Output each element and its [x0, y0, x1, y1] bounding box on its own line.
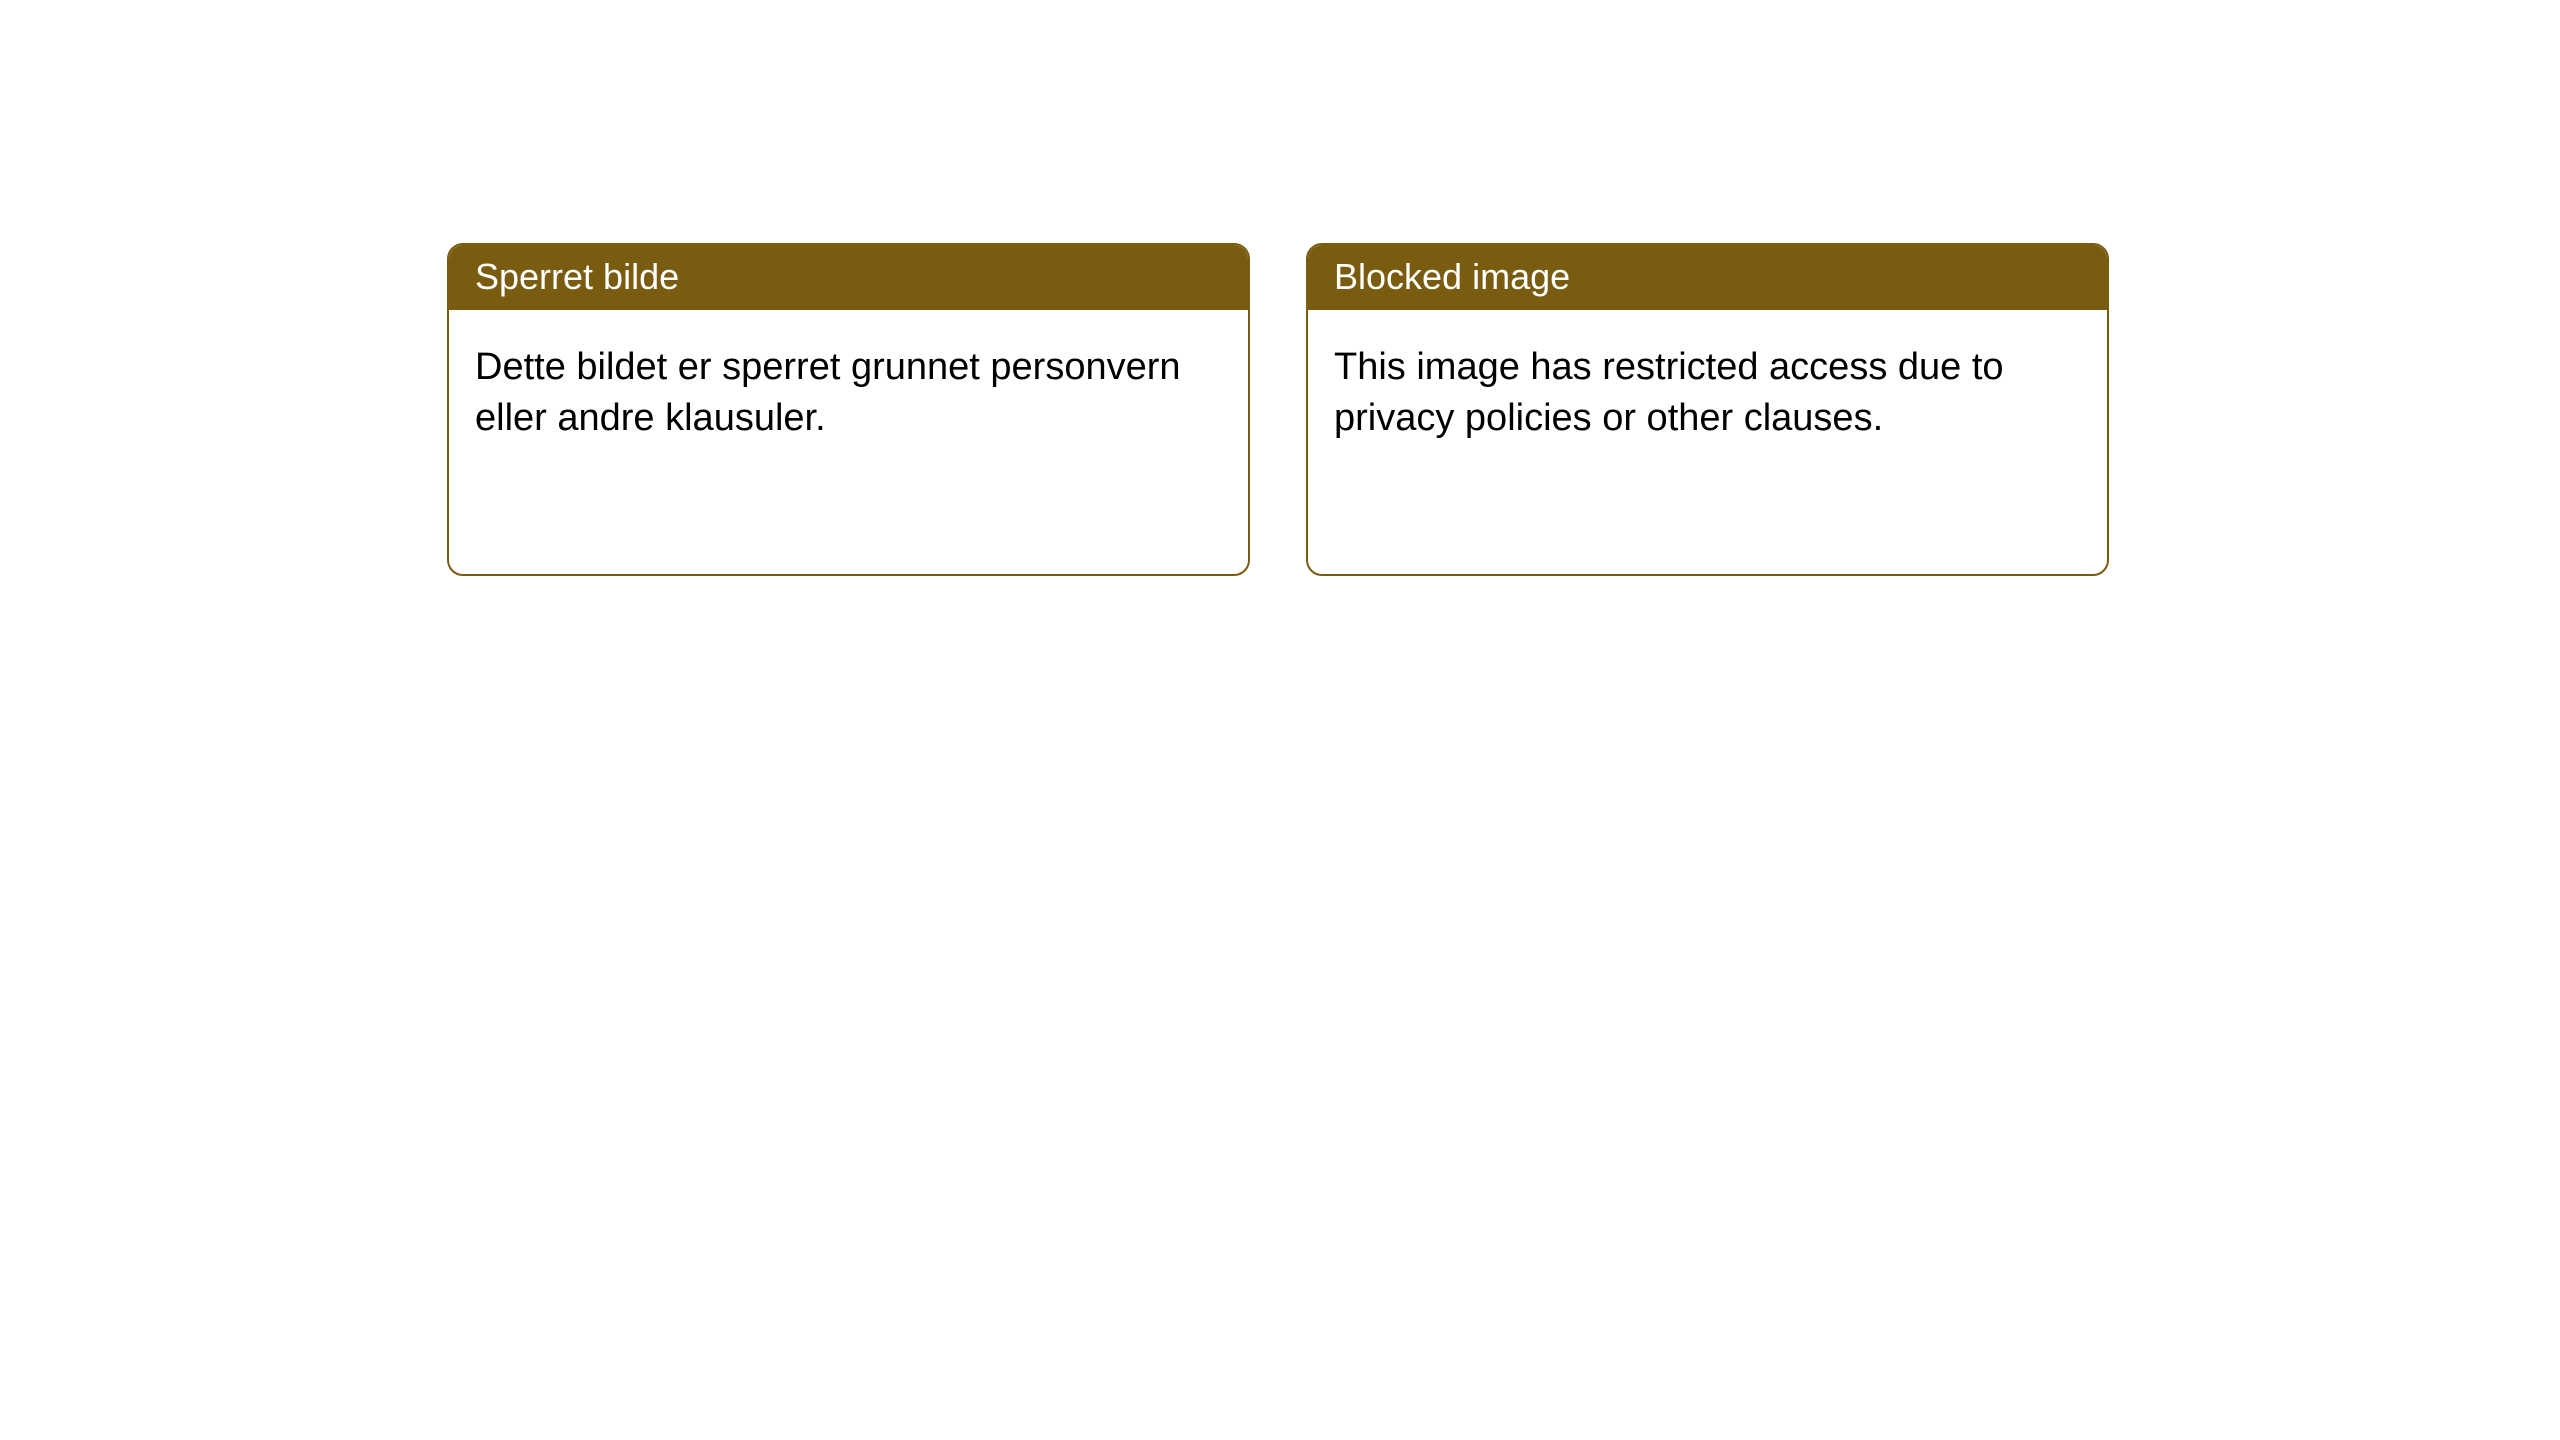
- panel-title-en: Blocked image: [1308, 245, 2107, 310]
- panels-container: Sperret bilde Dette bildet er sperret gr…: [0, 0, 2560, 576]
- blocked-image-panel-no: Sperret bilde Dette bildet er sperret gr…: [447, 243, 1250, 576]
- blocked-image-panel-en: Blocked image This image has restricted …: [1306, 243, 2109, 576]
- panel-body-no: Dette bildet er sperret grunnet personve…: [449, 310, 1248, 477]
- panel-title-no: Sperret bilde: [449, 245, 1248, 310]
- panel-body-en: This image has restricted access due to …: [1308, 310, 2107, 477]
